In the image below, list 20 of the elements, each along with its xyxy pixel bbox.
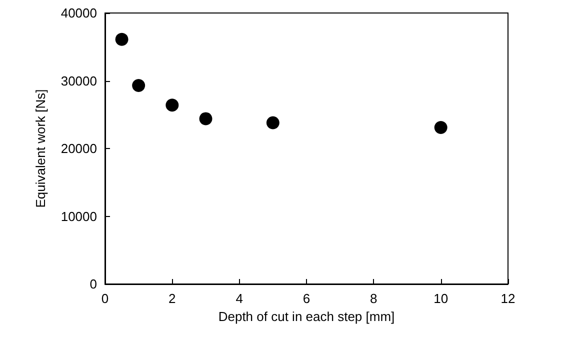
- x-tick-label: 8: [370, 291, 378, 306]
- y-tick-label: 20000: [60, 141, 97, 156]
- y-tick-label: 30000: [60, 73, 97, 88]
- x-tick-label: 12: [500, 291, 516, 306]
- y-tick-label: 10000: [60, 208, 97, 224]
- x-tick-label: 4: [236, 291, 243, 306]
- point: [115, 32, 128, 46]
- x-tick-label: 10: [434, 291, 448, 306]
- point: [166, 98, 179, 112]
- x-tick-label: 2: [168, 291, 176, 306]
- y-tick-label: 0: [90, 276, 97, 292]
- y-tick-label: 40000: [60, 6, 97, 20]
- point: [266, 116, 280, 130]
- point: [132, 78, 146, 92]
- point: [434, 121, 448, 134]
- y-axis-title: Equivalent work [Ns]: [33, 89, 48, 208]
- x-tick-label: 0: [101, 291, 109, 306]
- x-axis-title: Depth of cut in each step [mm]: [218, 308, 395, 324]
- x-tick-label: 6: [302, 291, 310, 306]
- point: [199, 112, 212, 126]
